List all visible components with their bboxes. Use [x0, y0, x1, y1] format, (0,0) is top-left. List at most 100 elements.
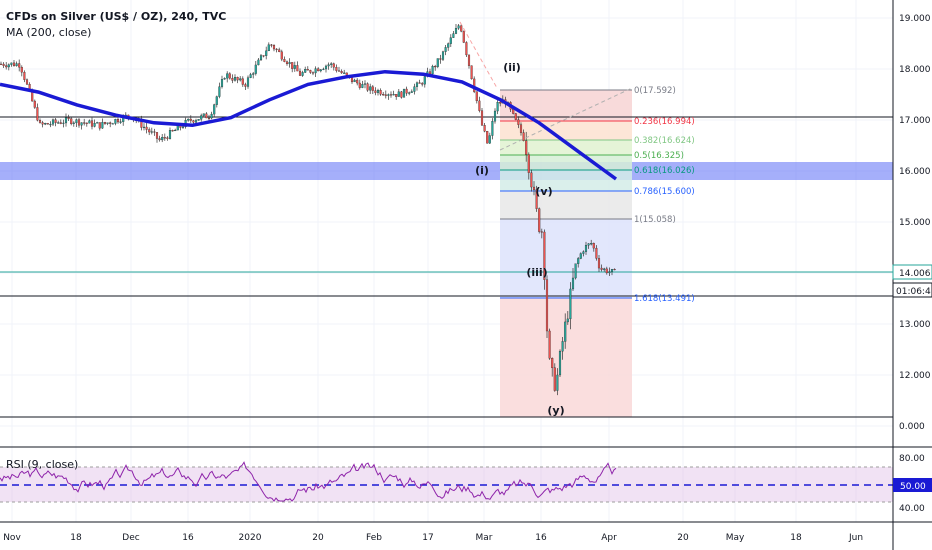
fib-band	[500, 90, 632, 121]
candle-body	[597, 258, 601, 269]
candle-body	[85, 122, 88, 124]
candle-body	[608, 271, 611, 274]
candle-body	[174, 129, 177, 132]
time-tick-label: Apr	[601, 533, 617, 543]
candle-body	[421, 83, 424, 85]
candle-body	[392, 94, 395, 96]
fib-retracement[interactable]	[500, 89, 632, 417]
candle-body	[483, 125, 486, 132]
candle-body	[158, 138, 161, 141]
candle-body	[218, 86, 221, 97]
candle-body	[236, 77, 239, 81]
candle-body	[517, 119, 520, 125]
candle-body	[304, 69, 307, 73]
candle-body	[582, 251, 585, 254]
candle-body	[83, 122, 86, 124]
candle-body	[278, 49, 281, 52]
candle-body	[514, 113, 517, 120]
fib-level-label: 1.618(13.491)	[634, 294, 695, 304]
candle-body	[7, 64, 10, 68]
candle-body	[77, 119, 81, 126]
trend-line-dashed-2[interactable]	[499, 87, 633, 151]
price-tick-label: 13.000	[899, 320, 931, 330]
candle-body	[33, 100, 36, 108]
candle-body	[345, 72, 348, 76]
candle-body	[335, 67, 338, 71]
candle-body	[309, 70, 312, 73]
candle-body	[70, 118, 73, 124]
candle-body	[322, 68, 325, 70]
candle-body	[532, 186, 536, 190]
candle-body	[49, 124, 52, 126]
candle-body	[285, 61, 289, 65]
candle-body	[327, 64, 330, 67]
time-tick-label: Feb	[366, 533, 382, 543]
candle-body	[189, 118, 192, 121]
current-price-badge: 14.006	[892, 264, 932, 280]
candle-body	[155, 132, 159, 139]
time-tick-label: 16	[535, 533, 547, 543]
price-axis[interactable]: 19.00018.00017.00016.00015.00014.00013.0…	[899, 14, 931, 514]
trend-line-dashed[interactable]	[459, 21, 498, 89]
candle-body	[98, 122, 101, 129]
candle-body	[379, 90, 382, 95]
rsi-mid-value: 50.00	[900, 482, 926, 492]
candle-body	[142, 126, 146, 128]
candle-body	[319, 69, 322, 72]
candle-body	[361, 84, 364, 88]
candle-body	[579, 253, 582, 259]
candle-body	[369, 86, 372, 91]
candle-body	[215, 96, 218, 105]
candle-body	[356, 79, 359, 84]
symbol-title: CFDs on Silver (US$ / OZ), 240, TVC	[6, 10, 227, 23]
candle-body	[207, 117, 211, 119]
fib-level-label: 0.236(16.994)	[634, 117, 695, 127]
candle-body	[18, 63, 21, 68]
candle-body	[439, 58, 442, 60]
candle-body	[358, 82, 361, 88]
candle-body	[272, 45, 276, 50]
candle-body	[213, 104, 216, 115]
wave-labels: (i) (ii) (iii) (v) (y)	[475, 61, 565, 417]
candle-body	[436, 58, 439, 67]
price-tick-label: 19.000	[899, 14, 931, 24]
candle-body	[423, 76, 426, 85]
time-tick-label: 18	[70, 533, 82, 543]
candle-body	[148, 129, 151, 133]
candle-body	[38, 120, 42, 123]
ma-200-line[interactable]	[0, 69, 618, 181]
candle-body	[228, 73, 231, 79]
supply-zone[interactable]	[0, 162, 893, 180]
fib-band	[500, 140, 632, 155]
candle-body	[311, 72, 315, 74]
candle-body	[600, 267, 603, 270]
candle-body	[103, 121, 107, 124]
time-axis[interactable]: Nov 18 Dec 16 2020 20 Feb 17 Mar 16 Apr 20 May 18 Jun	[3, 533, 863, 543]
candle-body	[449, 37, 452, 44]
candle-body	[480, 110, 484, 126]
candle-body	[205, 113, 208, 119]
candle-body	[460, 25, 463, 32]
candle-body	[314, 68, 317, 74]
candle-body	[475, 91, 478, 102]
rsi-tick-label: 40.00	[899, 504, 925, 514]
candle-body	[410, 91, 413, 93]
candle-body	[610, 268, 614, 272]
candle-body	[558, 350, 562, 376]
candle-body	[467, 54, 471, 66]
candle-body	[603, 268, 606, 270]
candle-body	[298, 70, 302, 76]
candle-body	[181, 126, 185, 128]
fib-band	[500, 298, 632, 417]
candle-body	[301, 72, 304, 76]
rsi-tick-label: 80.00	[899, 454, 925, 464]
wave-label: (v)	[535, 185, 552, 198]
candle-body	[241, 78, 244, 85]
time-tick-label: Dec	[122, 533, 139, 543]
candle-body	[462, 30, 465, 43]
candle-body	[587, 243, 590, 246]
fib-band	[500, 155, 632, 170]
candle-body	[259, 55, 263, 61]
time-tick-label: 18	[790, 533, 802, 543]
